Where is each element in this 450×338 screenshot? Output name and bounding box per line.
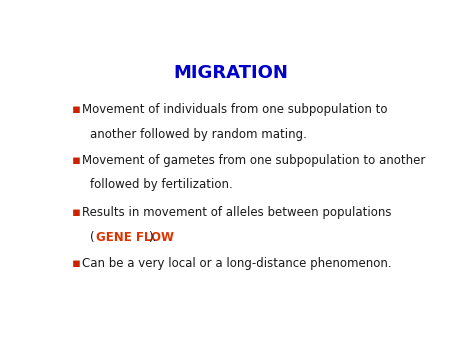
Text: ▪: ▪ xyxy=(72,103,81,116)
Text: (: ( xyxy=(90,231,94,244)
Text: Movement of gametes from one subpopulation to another: Movement of gametes from one subpopulati… xyxy=(82,154,426,167)
Text: Movement of individuals from one subpopulation to: Movement of individuals from one subpopu… xyxy=(82,103,388,116)
Text: ▪: ▪ xyxy=(72,206,81,219)
Text: Results in movement of alleles between populations: Results in movement of alleles between p… xyxy=(82,206,392,219)
Text: ).: ). xyxy=(148,231,156,244)
Text: followed by fertilization.: followed by fertilization. xyxy=(90,178,233,192)
Text: ▪: ▪ xyxy=(72,154,81,167)
Text: GENE FLOW: GENE FLOW xyxy=(96,231,174,244)
Text: another followed by random mating.: another followed by random mating. xyxy=(90,128,307,141)
Text: Can be a very local or a long-distance phenomenon.: Can be a very local or a long-distance p… xyxy=(82,257,392,270)
Text: ▪: ▪ xyxy=(72,257,81,270)
Text: MIGRATION: MIGRATION xyxy=(173,64,288,82)
